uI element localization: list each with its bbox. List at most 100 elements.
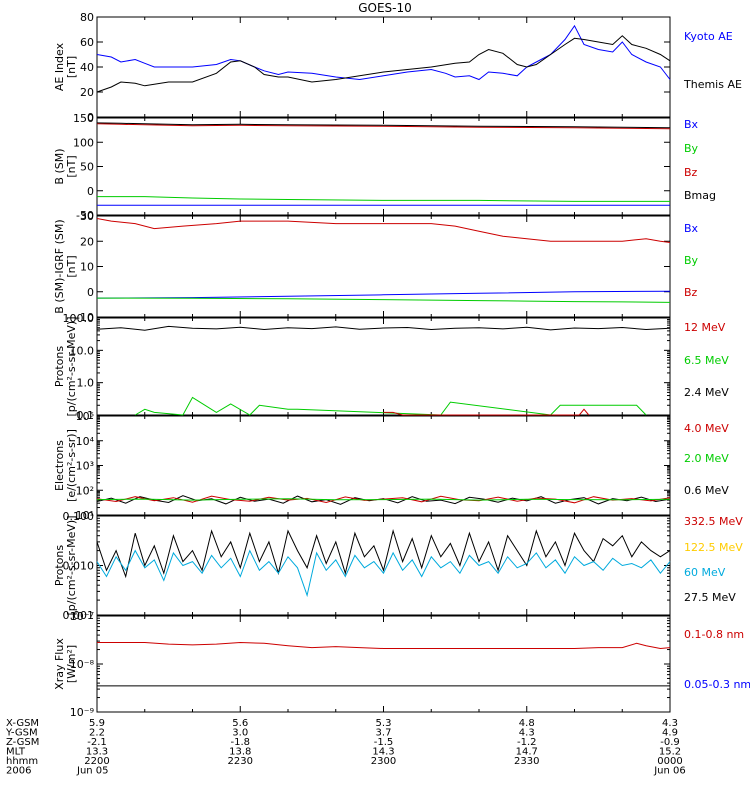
footer-row-label: 2006 (6, 766, 31, 777)
series-line (96, 297, 671, 303)
footer-row-label: Z-GSM (6, 737, 39, 748)
y-tick-label: 10¹ (76, 509, 94, 522)
footer-row-label: hhmm (6, 756, 38, 767)
footer-value: 14.7 (516, 747, 538, 758)
y-tick-label: 10⁴ (76, 435, 95, 448)
legend-entry: 0.05-0.3 nm (684, 678, 750, 691)
legend-entry: Bmag (684, 189, 716, 202)
footer-value: 2.2 (89, 728, 105, 739)
plot-title: GOES-10 (358, 1, 412, 15)
series-line (96, 123, 671, 130)
footer-row-label: Y-GSM (5, 728, 38, 739)
legend-entry: Bx (684, 118, 699, 131)
footer-value: 13.3 (86, 747, 108, 758)
y-tick-label: 10.0 (70, 344, 95, 357)
y-tick-label: 0.100 (63, 510, 95, 523)
y-axis-label: [W/m²] (65, 645, 78, 683)
panel-ae: 0 20 40 60 80 AE Index [nT] Kyoto AE Themis AE (53, 11, 742, 124)
footer-value: 14.3 (372, 747, 394, 758)
footer-value: 5.9 (89, 718, 105, 729)
panel-frame (96, 615, 671, 713)
y-tick-label: 10⁻⁸ (70, 658, 95, 671)
footer-value: 2230 (228, 756, 253, 767)
series-line (96, 122, 671, 129)
y-tick-label: 100.0 (63, 312, 95, 325)
y-axis-label: Electrons (53, 440, 66, 491)
y-tick-label: 10⁵ (76, 410, 94, 423)
legend-entry: Bx (684, 222, 699, 235)
panel-b_igrf: -10 0 10 20 30 B (SM)-IGRF (SM) [nT] Bx By Bz (53, 210, 699, 324)
y-tick-label: 150 (73, 112, 94, 125)
y-axis-label: B (SM)-IGRF (SM) (53, 219, 66, 313)
footer-value: 3.7 (376, 728, 392, 739)
legend-entry: 2.0 MeV (684, 452, 729, 465)
y-axis-label: [nT] (65, 255, 78, 277)
y-tick-label: -50 (76, 209, 94, 222)
series-line (96, 498, 671, 501)
y-tick-label: 0.1 (77, 409, 95, 422)
y-tick-label: 20 (80, 86, 94, 99)
footer-value: 3.0 (232, 728, 248, 739)
footer-value: Jun 05 (76, 766, 109, 777)
footer-value: 5.3 (376, 718, 392, 729)
y-tick-label: 20 (80, 235, 94, 248)
footer-value: -0.9 (660, 737, 680, 748)
y-tick-label: 0 (87, 286, 94, 299)
y-tick-label: 0.010 (63, 560, 95, 573)
y-tick-label: 1.0 (77, 377, 95, 390)
footer-value: -1.2 (517, 737, 537, 748)
y-axis-label: [e/(cm²-s-sr)] (65, 429, 78, 502)
legend-entry: Kyoto AE (684, 30, 733, 43)
footer-value: -1.8 (230, 737, 250, 748)
y-tick-label: 10³ (76, 460, 94, 473)
panel-frame (96, 317, 671, 416)
y-axis-label: Protons (53, 346, 66, 387)
legend-entry: 4.0 MeV (684, 422, 729, 435)
panel-protons_lo: 0.001 0.010 0.100 Protons [p/(cm²-s-sr-MeV)]… (53, 510, 743, 622)
series-line (96, 290, 671, 299)
series-line (96, 549, 671, 598)
legend-entry: 27.5 MeV (684, 591, 736, 604)
series-line (96, 529, 671, 579)
panel-electrons: 10¹ 10² 10³ 10⁴ 10⁵ Electrons [e/(cm²-s-sr)] 4.… (53, 410, 729, 522)
y-tick-label: 10⁻⁹ (70, 706, 94, 719)
y-tick-label: 0 (87, 185, 94, 198)
y-tick-label: 60 (80, 36, 94, 49)
footer-row-label: X-GSM (6, 718, 39, 729)
series-line (134, 396, 647, 416)
legend-entry: 332.5 MeV (684, 515, 743, 528)
footer-value: 13.8 (229, 747, 251, 758)
footer-value: 0000 (657, 756, 682, 767)
y-tick-label: 10² (76, 484, 94, 497)
series-line (96, 24, 671, 81)
series-line (96, 218, 671, 243)
footer-value: 2330 (514, 756, 539, 767)
footer-value: 2300 (371, 756, 396, 767)
y-tick-label: 10⁻⁷ (70, 610, 94, 623)
footer-value: 2200 (84, 756, 109, 767)
legend-entry: 2.4 MeV (684, 386, 729, 399)
y-tick-label: 0.001 (63, 609, 95, 622)
y-tick-label: -10 (76, 311, 94, 324)
footer-value: 5.6 (232, 718, 248, 729)
legend-entry: Bz (684, 286, 698, 299)
footer-value: -2.1 (87, 737, 107, 748)
y-axis-label: B (SM) (53, 148, 66, 184)
footer-value: -1.5 (374, 737, 394, 748)
footer-value: Jun 06 (653, 766, 686, 777)
y-tick-label: 30 (80, 210, 94, 223)
legend-entry: 6.5 MeV (684, 354, 729, 367)
y-axis-label: AE Index (53, 42, 66, 91)
y-axis-label: [p/(cm²-s-sr-MeV)] (65, 317, 78, 417)
series-line (97, 641, 671, 650)
footer-value: 4.9 (662, 728, 678, 739)
footer-value: 15.2 (659, 747, 681, 758)
panel-b_sm: -50 0 50 100 150 B (SM) [nT] Bx By Bz Bmag (53, 112, 716, 222)
y-tick-label: 50 (80, 161, 94, 174)
series-line (383, 408, 590, 416)
legend-entry: By (684, 254, 699, 267)
footer-value: 4.3 (519, 728, 535, 739)
